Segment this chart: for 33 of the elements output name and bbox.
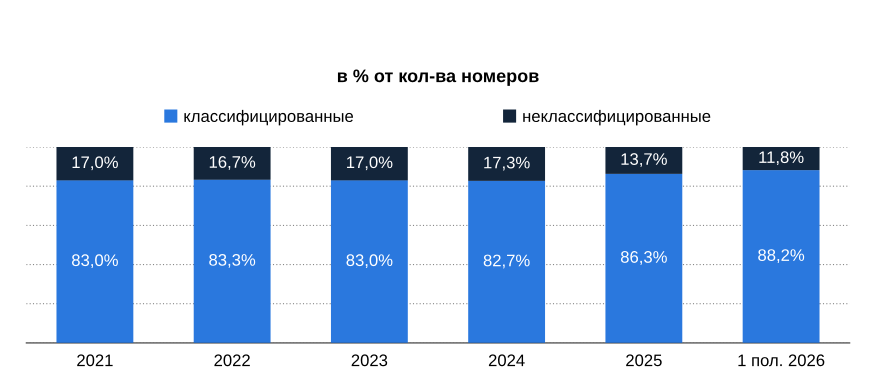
chart-title: в % от кол-ва номеров [338, 70, 539, 86]
bar [330, 180, 408, 343]
data-label: 83,0% [72, 254, 118, 268]
bar [742, 170, 820, 343]
data-label: 17,3% [484, 156, 530, 170]
data-label: 86,3% [620, 251, 667, 265]
data-label: 17,0% [72, 156, 118, 170]
data-label: 11,8% [759, 151, 804, 166]
bar [605, 174, 682, 343]
legend-label: классифицированные [184, 110, 354, 126]
data-label: 17,0% [347, 156, 392, 170]
data-label: 16,7% [210, 156, 256, 170]
data-label: 82,7% [484, 254, 530, 268]
x-tick-label: 2024 [488, 354, 525, 366]
x-tick-label: 2021 [77, 354, 113, 366]
x-tick-label: 2022 [214, 354, 250, 366]
bar [330, 147, 408, 180]
data-label: 83,3% [209, 254, 256, 268]
data-label: 83,0% [346, 254, 392, 268]
bar [468, 180, 546, 343]
data-label: 88,2% [758, 249, 804, 263]
bar [605, 147, 682, 174]
x-tick-label: 2023 [352, 354, 388, 366]
legend-label: неклассифицированные [523, 110, 710, 126]
bar [468, 147, 546, 181]
x-tick-label: 2025 [626, 354, 662, 366]
bar [194, 180, 271, 343]
bar [194, 147, 271, 180]
bar [742, 147, 820, 170]
x-tick-label: 1 пол. 2026 [738, 354, 824, 366]
bar [56, 180, 134, 343]
data-label: 13,7% [622, 153, 667, 167]
bar [56, 147, 134, 180]
